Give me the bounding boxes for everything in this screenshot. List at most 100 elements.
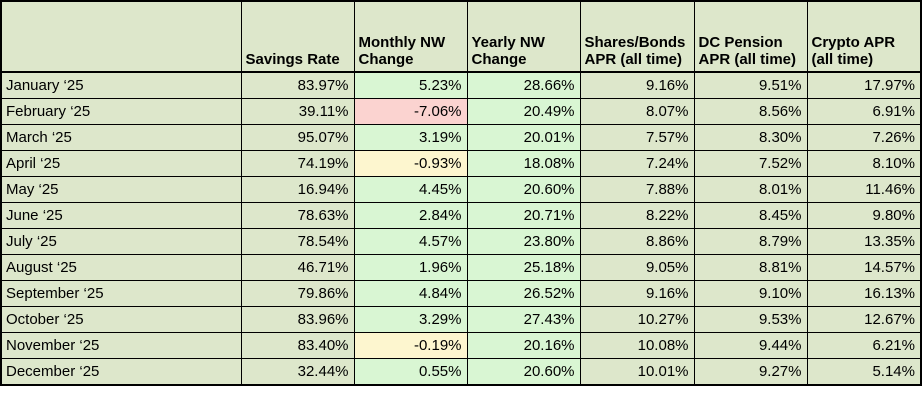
crypto-apr-cell[interactable]: 6.91% <box>806 98 922 125</box>
dc-pension-apr-cell[interactable]: 9.53% <box>693 306 808 333</box>
savings-rate-cell[interactable]: 95.07% <box>240 124 355 151</box>
monthly-nw-change-cell[interactable]: 4.45% <box>353 176 468 203</box>
table-row: February ‘25 39.11% -7.06% 20.49% 8.07% … <box>0 98 922 125</box>
table-row: May ‘25 16.94% 4.45% 20.60% 7.88% 8.01% … <box>0 176 922 203</box>
crypto-apr-cell[interactable]: 5.14% <box>806 358 922 386</box>
yearly-nw-change-cell[interactable]: 28.66% <box>466 71 581 99</box>
yearly-nw-change-cell[interactable]: 20.01% <box>466 124 581 151</box>
month-cell[interactable]: May ‘25 <box>0 176 242 203</box>
savings-rate-cell[interactable]: 79.86% <box>240 280 355 307</box>
yearly-nw-change-cell[interactable]: 20.16% <box>466 332 581 359</box>
crypto-apr-cell[interactable]: 13.35% <box>806 228 922 255</box>
crypto-apr-cell[interactable]: 6.21% <box>806 332 922 359</box>
header-crypto-apr[interactable]: Crypto APR (all time) <box>806 0 922 73</box>
monthly-nw-change-cell[interactable]: 5.23% <box>353 71 468 99</box>
savings-rate-cell[interactable]: 32.44% <box>240 358 355 386</box>
monthly-nw-change-cell[interactable]: 4.84% <box>353 280 468 307</box>
savings-rate-cell[interactable]: 83.40% <box>240 332 355 359</box>
savings-rate-cell[interactable]: 78.54% <box>240 228 355 255</box>
dc-pension-apr-cell[interactable]: 8.81% <box>693 254 808 281</box>
shares-bonds-apr-cell[interactable]: 10.27% <box>579 306 695 333</box>
crypto-apr-cell[interactable]: 11.46% <box>806 176 922 203</box>
month-cell[interactable]: March ‘25 <box>0 124 242 151</box>
crypto-apr-cell[interactable]: 8.10% <box>806 150 922 177</box>
shares-bonds-apr-cell[interactable]: 9.05% <box>579 254 695 281</box>
shares-bonds-apr-cell[interactable]: 7.57% <box>579 124 695 151</box>
savings-rate-cell[interactable]: 83.97% <box>240 71 355 99</box>
savings-rate-cell[interactable]: 74.19% <box>240 150 355 177</box>
month-cell[interactable]: December ‘25 <box>0 358 242 386</box>
net-worth-tracker-table: Savings Rate Monthly NW Change Yearly NW… <box>0 0 922 386</box>
shares-bonds-apr-cell[interactable]: 10.08% <box>579 332 695 359</box>
savings-rate-cell[interactable]: 16.94% <box>240 176 355 203</box>
savings-rate-cell[interactable]: 46.71% <box>240 254 355 281</box>
dc-pension-apr-cell[interactable]: 8.56% <box>693 98 808 125</box>
yearly-nw-change-cell[interactable]: 20.71% <box>466 202 581 229</box>
month-cell[interactable]: November ‘25 <box>0 332 242 359</box>
month-cell[interactable]: January ‘25 <box>0 71 242 99</box>
savings-rate-cell[interactable]: 39.11% <box>240 98 355 125</box>
monthly-nw-change-cell[interactable]: 1.96% <box>353 254 468 281</box>
header-month-empty[interactable] <box>0 0 242 73</box>
table-row: April ‘25 74.19% -0.93% 18.08% 7.24% 7.5… <box>0 150 922 177</box>
shares-bonds-apr-cell[interactable]: 9.16% <box>579 280 695 307</box>
savings-rate-cell[interactable]: 83.96% <box>240 306 355 333</box>
month-cell[interactable]: August ‘25 <box>0 254 242 281</box>
shares-bonds-apr-cell[interactable]: 7.88% <box>579 176 695 203</box>
header-savings-rate[interactable]: Savings Rate <box>240 0 355 73</box>
shares-bonds-apr-cell[interactable]: 8.07% <box>579 98 695 125</box>
header-monthly-nw-change[interactable]: Monthly NW Change <box>353 0 468 73</box>
dc-pension-apr-cell[interactable]: 9.44% <box>693 332 808 359</box>
month-cell[interactable]: June ‘25 <box>0 202 242 229</box>
crypto-apr-cell[interactable]: 14.57% <box>806 254 922 281</box>
dc-pension-apr-cell[interactable]: 9.10% <box>693 280 808 307</box>
monthly-nw-change-cell[interactable]: -0.19% <box>353 332 468 359</box>
monthly-nw-change-cell[interactable]: -7.06% <box>353 98 468 125</box>
crypto-apr-cell[interactable]: 17.97% <box>806 71 922 99</box>
yearly-nw-change-cell[interactable]: 26.52% <box>466 280 581 307</box>
dc-pension-apr-cell[interactable]: 8.01% <box>693 176 808 203</box>
shares-bonds-apr-cell[interactable]: 8.86% <box>579 228 695 255</box>
month-cell[interactable]: October ‘25 <box>0 306 242 333</box>
savings-rate-cell[interactable]: 78.63% <box>240 202 355 229</box>
yearly-nw-change-cell[interactable]: 20.49% <box>466 98 581 125</box>
dc-pension-apr-cell[interactable]: 9.27% <box>693 358 808 386</box>
crypto-apr-cell[interactable]: 12.67% <box>806 306 922 333</box>
table-row: September ‘25 79.86% 4.84% 26.52% 9.16% … <box>0 280 922 307</box>
month-cell[interactable]: February ‘25 <box>0 98 242 125</box>
shares-bonds-apr-cell[interactable]: 9.16% <box>579 71 695 99</box>
crypto-apr-cell[interactable]: 16.13% <box>806 280 922 307</box>
dc-pension-apr-cell[interactable]: 9.51% <box>693 71 808 99</box>
monthly-nw-change-cell[interactable]: 0.55% <box>353 358 468 386</box>
month-cell[interactable]: April ‘25 <box>0 150 242 177</box>
yearly-nw-change-cell[interactable]: 20.60% <box>466 358 581 386</box>
crypto-apr-cell[interactable]: 7.26% <box>806 124 922 151</box>
yearly-nw-change-cell[interactable]: 27.43% <box>466 306 581 333</box>
dc-pension-apr-cell[interactable]: 7.52% <box>693 150 808 177</box>
table-row: October ‘25 83.96% 3.29% 27.43% 10.27% 9… <box>0 306 922 333</box>
dc-pension-apr-cell[interactable]: 8.79% <box>693 228 808 255</box>
yearly-nw-change-cell[interactable]: 23.80% <box>466 228 581 255</box>
dc-pension-apr-cell[interactable]: 8.30% <box>693 124 808 151</box>
yearly-nw-change-cell[interactable]: 25.18% <box>466 254 581 281</box>
monthly-nw-change-cell[interactable]: 2.84% <box>353 202 468 229</box>
shares-bonds-apr-cell[interactable]: 8.22% <box>579 202 695 229</box>
shares-bonds-apr-cell[interactable]: 10.01% <box>579 358 695 386</box>
table-row: November ‘25 83.40% -0.19% 20.16% 10.08%… <box>0 332 922 359</box>
header-dc-pension-apr[interactable]: DC Pension APR (all time) <box>693 0 808 73</box>
crypto-apr-cell[interactable]: 9.80% <box>806 202 922 229</box>
shares-bonds-apr-cell[interactable]: 7.24% <box>579 150 695 177</box>
monthly-nw-change-cell[interactable]: -0.93% <box>353 150 468 177</box>
monthly-nw-change-cell[interactable]: 3.19% <box>353 124 468 151</box>
header-yearly-nw-change[interactable]: Yearly NW Change <box>466 0 581 73</box>
header-shares-bonds-apr[interactable]: Shares/Bonds APR (all time) <box>579 0 695 73</box>
monthly-nw-change-cell[interactable]: 3.29% <box>353 306 468 333</box>
month-cell[interactable]: September ‘25 <box>0 280 242 307</box>
dc-pension-apr-cell[interactable]: 8.45% <box>693 202 808 229</box>
monthly-nw-change-cell[interactable]: 4.57% <box>353 228 468 255</box>
table-row: August ‘25 46.71% 1.96% 25.18% 9.05% 8.8… <box>0 254 922 281</box>
yearly-nw-change-cell[interactable]: 18.08% <box>466 150 581 177</box>
yearly-nw-change-cell[interactable]: 20.60% <box>466 176 581 203</box>
month-cell[interactable]: July ‘25 <box>0 228 242 255</box>
